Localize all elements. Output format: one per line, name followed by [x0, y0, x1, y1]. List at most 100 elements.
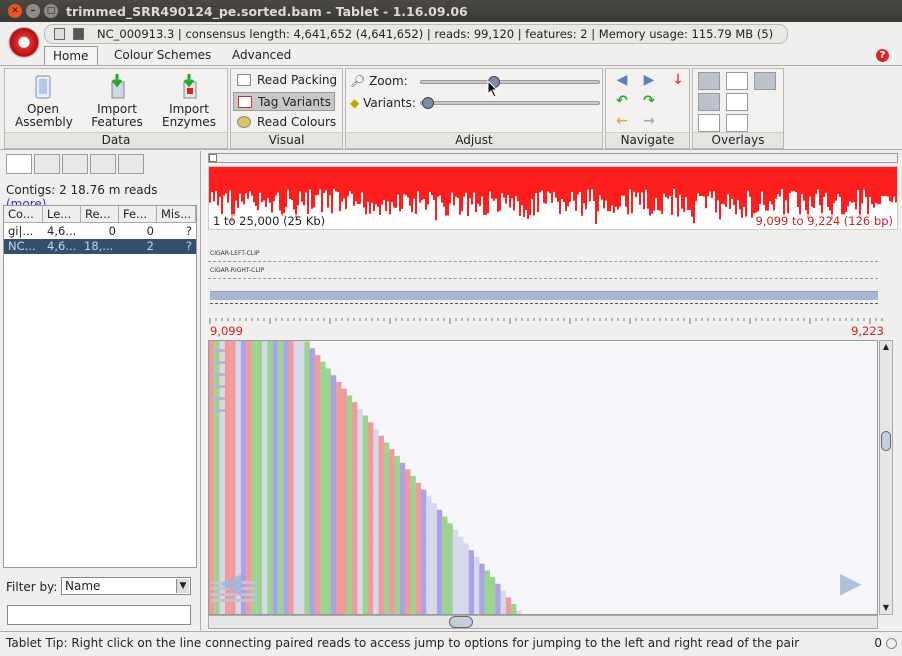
zoom-slider-track[interactable] — [420, 80, 600, 84]
coverage-bar — [891, 167, 893, 203]
import-enzymes-button[interactable]: Import Enzymes — [159, 74, 219, 129]
table-tab-icon[interactable] — [62, 154, 88, 174]
read-base — [352, 571, 358, 575]
col-features[interactable]: Fe... — [119, 206, 157, 223]
read-base — [357, 445, 363, 449]
read-base — [341, 589, 347, 593]
table-row[interactable]: gi|... 4,6... 0 0 ? — [4, 224, 196, 239]
read-base — [309, 511, 315, 515]
open-assembly-button[interactable]: Open Assembly — [15, 74, 73, 129]
tag-variants-button[interactable]: Tag Variants — [233, 92, 335, 111]
scroll-up-icon[interactable]: ▲ — [882, 342, 890, 351]
read-base — [315, 583, 321, 587]
read-base — [426, 583, 432, 587]
visual-group-caption: Visual — [231, 132, 342, 148]
help-icon[interactable]: ? — [876, 49, 889, 62]
col-contig[interactable]: Co... — [4, 206, 43, 223]
horizontal-scrollbar[interactable] — [208, 615, 878, 629]
cursor-overlay-icon[interactable] — [698, 72, 720, 90]
contigs-tab-icon[interactable] — [6, 154, 32, 174]
read-base — [357, 421, 363, 425]
read-base — [383, 565, 390, 569]
save-icon[interactable] — [73, 28, 84, 40]
chevron-down-icon[interactable]: ▼ — [176, 579, 189, 593]
coverage-bar — [833, 167, 835, 204]
table-row-selected[interactable]: NC... 4,6... 18,... 2 ? — [4, 239, 196, 254]
page-right-icon[interactable]: ▶ — [643, 72, 655, 88]
file-icon[interactable] — [54, 28, 65, 40]
read-base — [309, 535, 315, 539]
status-options-icon[interactable] — [886, 638, 897, 649]
coverage-bar — [521, 167, 523, 206]
read-base — [410, 535, 416, 539]
read-base — [405, 529, 411, 533]
read-base — [378, 571, 384, 575]
read-base — [421, 511, 427, 515]
read-base — [495, 589, 501, 593]
maximize-window-button[interactable]: □ — [44, 4, 58, 18]
highlight-overlay-icon[interactable] — [754, 72, 776, 90]
read-alignment-canvas[interactable] — [208, 340, 878, 615]
import-features-button[interactable]: Import Features — [87, 74, 147, 129]
coverage-bar — [869, 167, 871, 198]
read-base — [368, 493, 374, 497]
vertical-scroll-thumb[interactable] — [881, 431, 891, 451]
read-base — [304, 439, 310, 443]
tag-variants-label: Tag Variants — [258, 95, 331, 109]
horizontal-scroll-thumb[interactable] — [449, 616, 473, 628]
coverage-bar — [855, 167, 857, 210]
tablet-logo-button[interactable] — [7, 27, 41, 61]
scroll-left-arrow-icon[interactable]: ◀ — [220, 566, 242, 599]
consensus-feature-bar[interactable] — [210, 291, 878, 300]
variants-slider-track[interactable] — [420, 101, 600, 105]
read-base — [330, 421, 337, 425]
undo-icon[interactable]: ↶ — [616, 93, 628, 109]
columns-overlay-icon[interactable] — [726, 93, 748, 111]
grid-overlay-icon[interactable] — [726, 72, 748, 90]
col-length[interactable]: Le... — [43, 206, 81, 223]
read-base — [389, 475, 395, 479]
tab-advanced[interactable]: Advanced — [232, 48, 292, 62]
read-packing-button[interactable]: Read Packing — [233, 71, 337, 90]
list-overlay-icon[interactable] — [726, 114, 748, 132]
tab-colour-schemes[interactable]: Colour Schemes — [114, 48, 212, 62]
page-left-icon[interactable]: ◀ — [616, 72, 628, 88]
search-tab-icon[interactable] — [118, 154, 144, 174]
scroll-down-icon[interactable]: ▼ — [882, 603, 890, 612]
back-icon[interactable]: ← — [616, 113, 628, 129]
vertical-scrollbar[interactable]: ▲ ▼ — [879, 340, 893, 615]
read-base — [309, 463, 315, 467]
link-overlay-icon[interactable] — [698, 114, 720, 132]
close-window-button[interactable]: ✕ — [8, 4, 22, 18]
colours-tab-icon[interactable] — [90, 154, 116, 174]
forward-icon[interactable]: → — [643, 113, 655, 129]
jump-down-icon[interactable]: ↓ — [672, 72, 684, 88]
filter-input[interactable] — [7, 605, 191, 625]
cell-mismatch: ? — [185, 224, 192, 238]
variants-slider-knob[interactable] — [422, 97, 434, 109]
base-column — [246, 341, 252, 614]
overlays-group: Overlays — [692, 68, 784, 149]
scroll-right-arrow-icon[interactable]: ▶ — [840, 566, 862, 599]
read-base — [336, 523, 342, 527]
overview-scroll-strip[interactable] — [208, 153, 898, 163]
col-mismatch[interactable]: Mis... — [157, 206, 196, 223]
coverage-overview[interactable]: 1 to 25,000 (25 Kb) 9,099 to 9,224 (126 … — [208, 166, 898, 230]
coverage-bar — [677, 167, 679, 217]
read-base — [309, 469, 315, 473]
read-base — [426, 595, 432, 599]
minimize-window-button[interactable]: – — [26, 4, 40, 18]
filter-select[interactable]: Name ▼ — [61, 577, 191, 595]
tab-home[interactable]: Home — [44, 46, 98, 66]
read-base — [346, 613, 353, 614]
read-base — [325, 487, 331, 491]
read-base — [362, 433, 368, 437]
col-reads[interactable]: Re... — [81, 206, 119, 223]
coverage-bar — [229, 167, 231, 191]
read-colours-button[interactable]: Read Colours — [233, 113, 336, 132]
read-base — [389, 583, 395, 587]
filter-tab-icon[interactable] — [34, 154, 60, 174]
quality-overlay-icon[interactable] — [698, 93, 720, 111]
redo-icon[interactable]: ↷ — [643, 93, 655, 109]
overview-scroll-thumb[interactable] — [209, 154, 217, 162]
